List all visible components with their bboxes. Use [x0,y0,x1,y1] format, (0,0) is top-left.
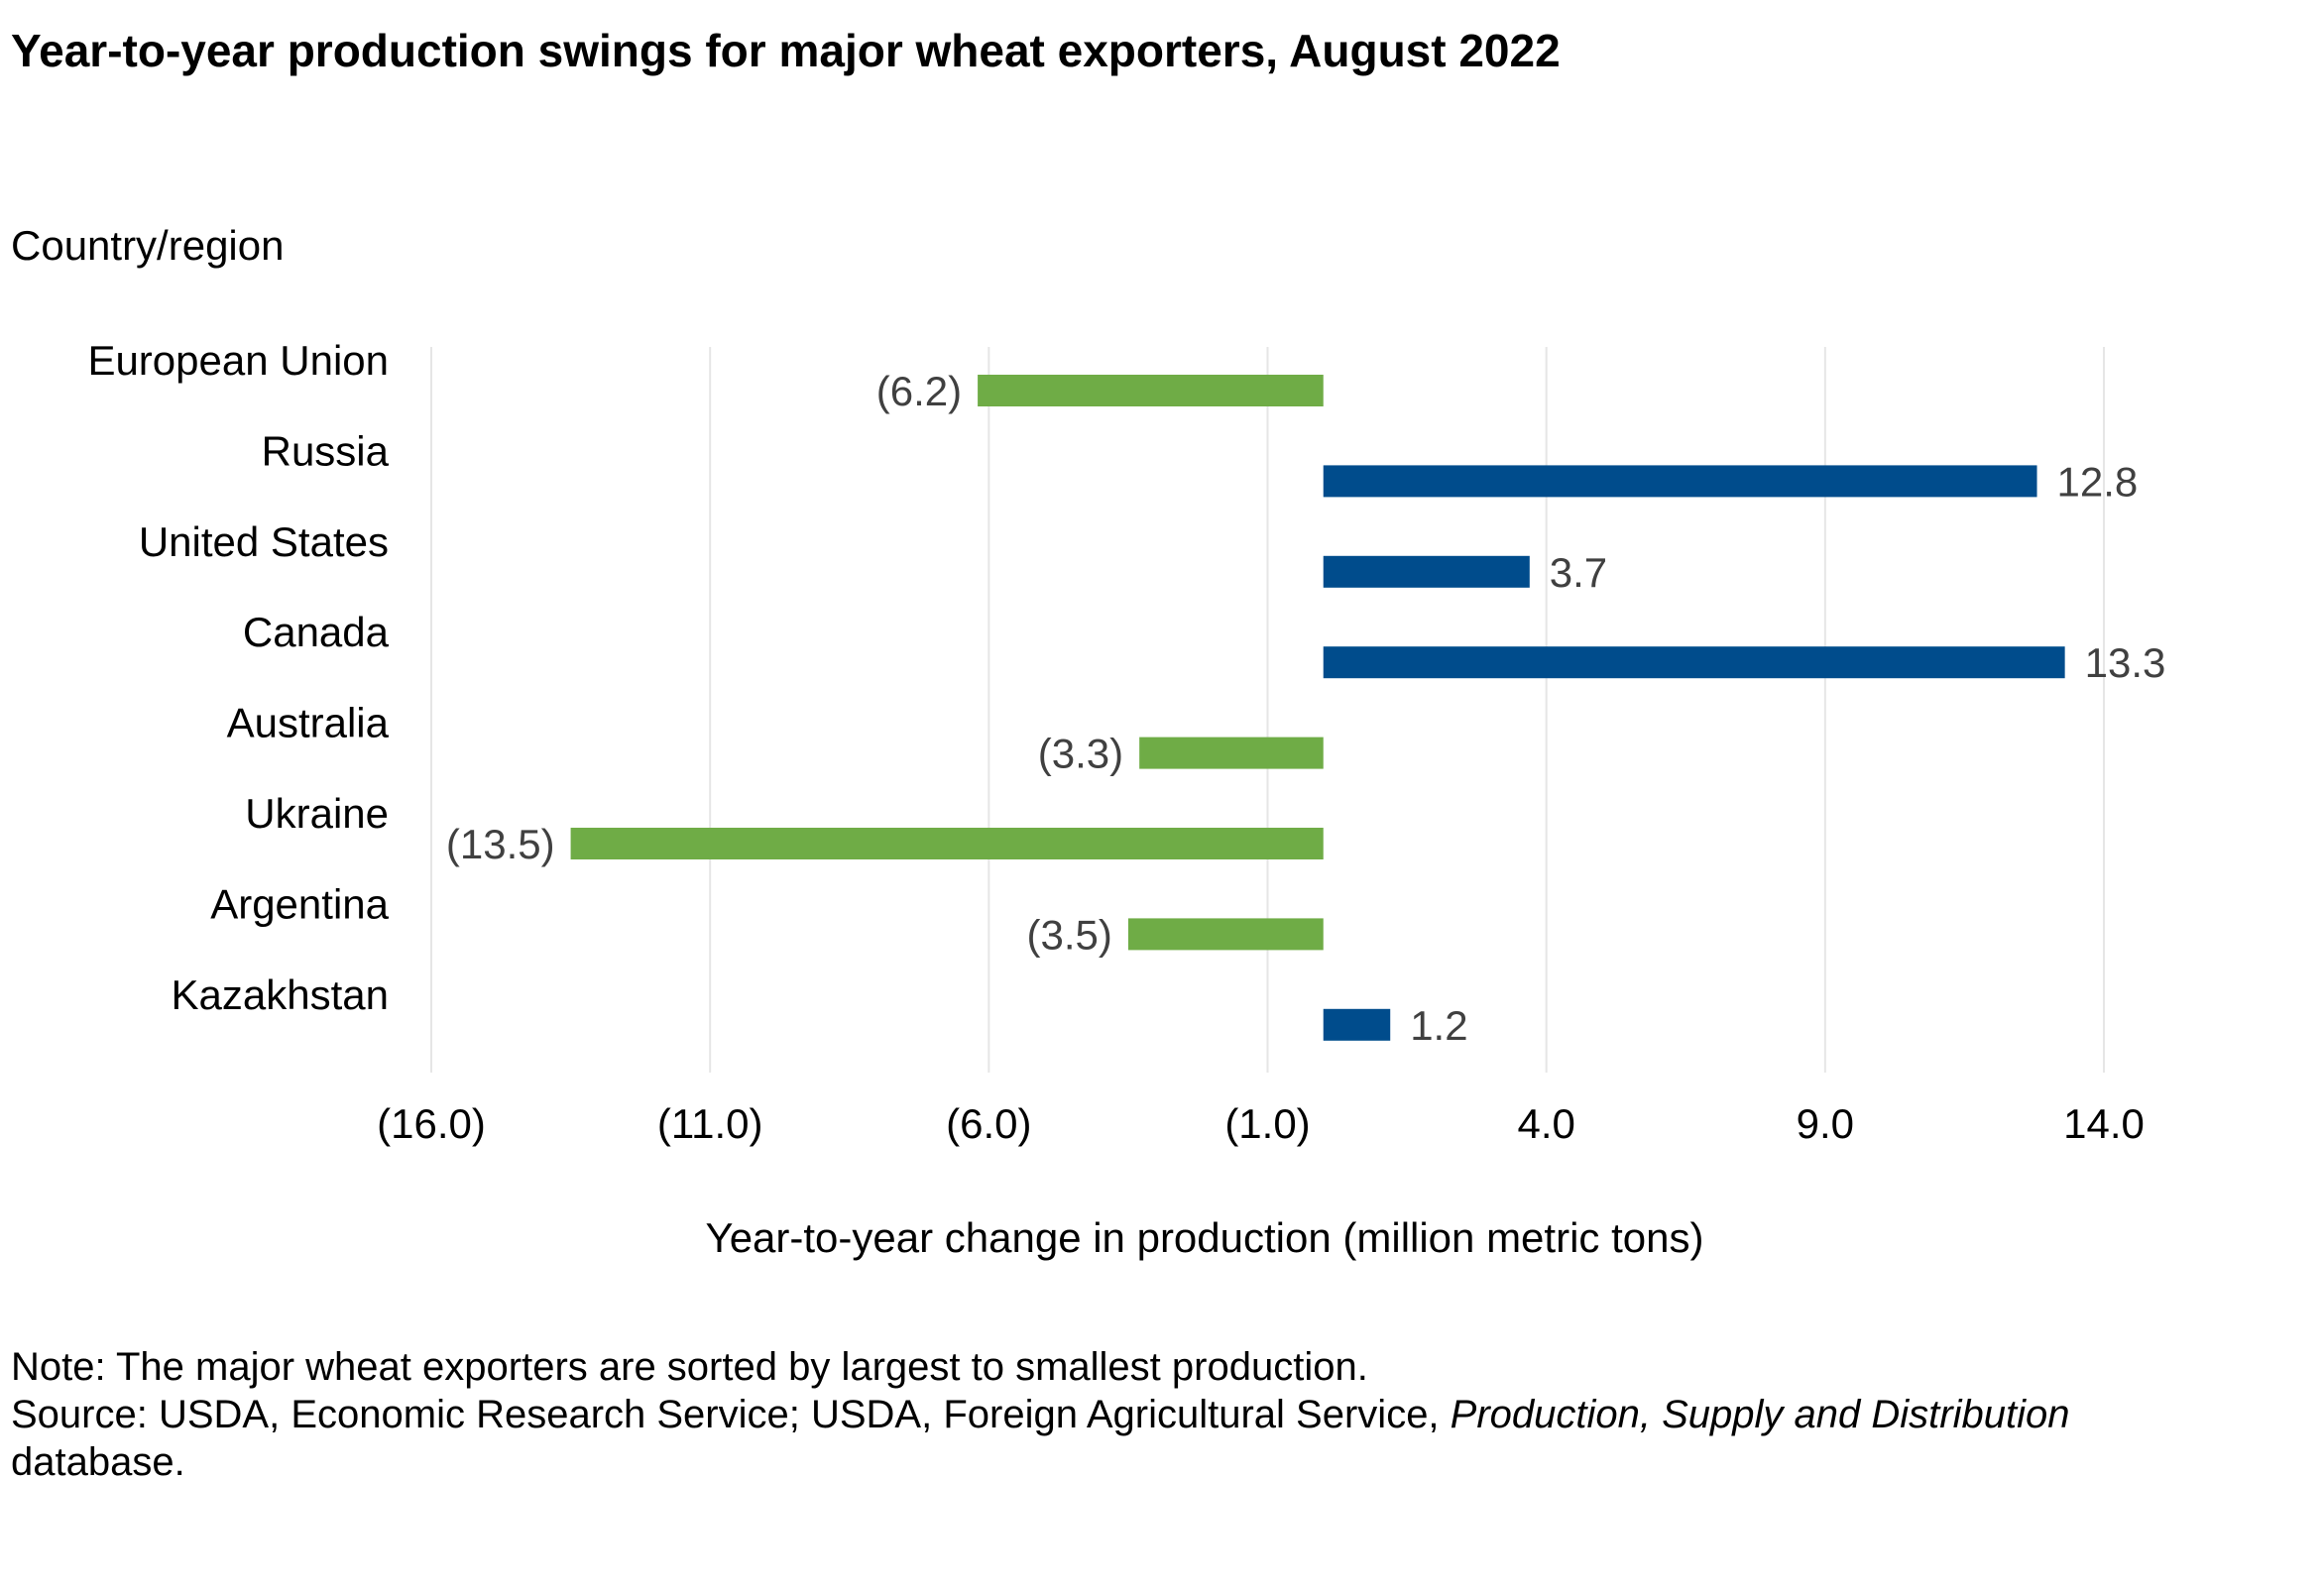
x-tick-label: (11.0) [657,1100,763,1147]
data-label: 13.3 [2085,639,2166,686]
source-italic: Production, Supply and Distribution [1450,1393,2070,1436]
category-label: Canada [243,609,390,655]
data-label: 3.7 [1550,549,1607,596]
category-label: Ukraine [245,790,389,837]
source-text: Source: USDA, Economic Research Service;… [11,1393,1451,1436]
x-tick-label: (1.0) [1224,1100,1310,1147]
category-labels: European Union Russia United States Canada A… [87,337,389,1018]
data-labels: (6.2) 12.8 3.7 13.3 (3.3) (13.5) (3.5) 1.2 [446,368,2166,1049]
gridlines [430,347,2105,1073]
bar [1323,1008,1391,1041]
bar [1139,737,1324,769]
category-label: United States [139,518,389,565]
data-label: 1.2 [1410,1002,1467,1049]
bar [978,375,1324,406]
bar [1127,918,1324,951]
x-tick-labels: (16.0) (11.0) (6.0) (1.0) 4.0 9.0 14.0 [377,1100,2145,1147]
x-axis-title: Year-to-year change in production (milli… [705,1214,1704,1261]
y-axis-title: Country/region [11,222,285,269]
data-label: (6.2) [876,368,962,414]
x-tick-label: 9.0 [1797,1100,1854,1147]
chart-title: Year-to-year production swings for major… [11,25,1561,76]
category-label: Argentina [210,880,389,927]
data-label: (13.5) [446,821,555,867]
source-line-end: database. [11,1440,185,1484]
bar [1323,465,2037,498]
source-line: Source: USDA, Economic Research Service;… [11,1391,2069,1438]
category-label: Australia [227,700,390,746]
note-line: Note: The major wheat exporters are sort… [11,1345,1368,1389]
bar [1323,646,2065,679]
bar [1323,555,1530,588]
bars [570,375,2065,1041]
category-label: Russia [262,427,390,474]
x-tick-label: (16.0) [377,1100,486,1147]
x-tick-label: (6.0) [946,1100,1031,1147]
notes: Note: The major wheat exporters are sort… [11,1343,2069,1486]
data-label: (3.3) [1038,731,1123,777]
category-label: European Union [87,337,389,384]
data-label: 12.8 [2057,458,2139,505]
data-label: (3.5) [1027,911,1112,958]
x-tick-label: 4.0 [1517,1100,1574,1147]
x-tick-label: 14.0 [2063,1100,2145,1147]
bar [570,828,1324,859]
category-label: Kazakhstan [172,971,389,1018]
